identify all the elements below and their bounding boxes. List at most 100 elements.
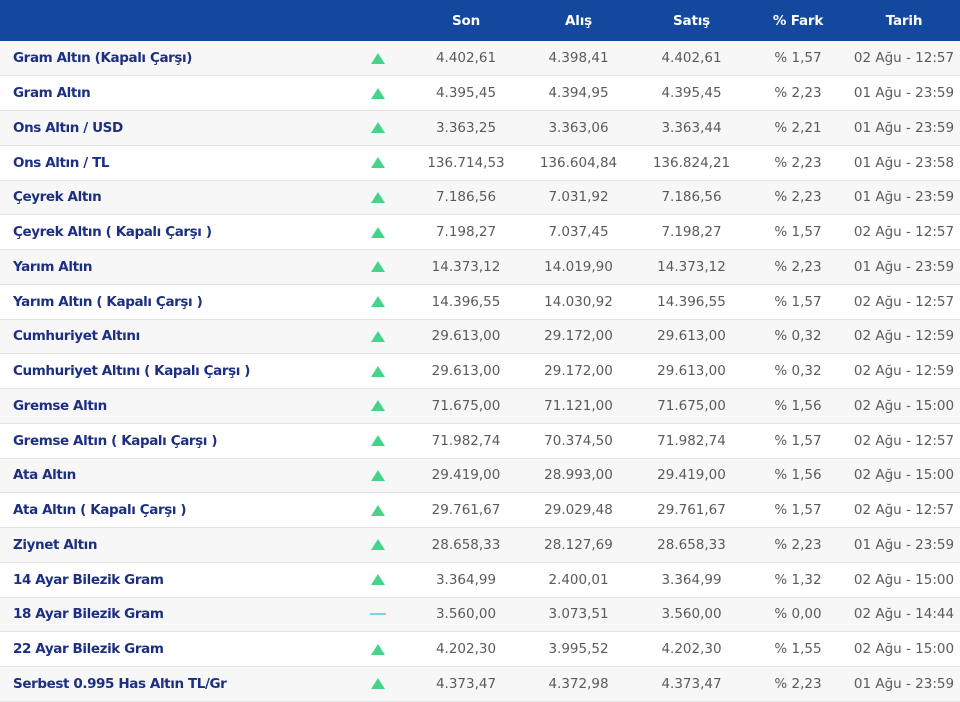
alis-value: 4.394,95 [548,85,609,102]
trend-cell [345,319,410,354]
trend-cell [345,111,410,146]
son-value: 3.364,99 [435,571,497,588]
trend-up-icon [370,469,385,481]
fark-value: % 0,00 [774,606,822,623]
fark-value: % 0,32 [774,328,822,345]
table-row[interactable]: Çeyrek Altın 7.186,56 7.031,92 7.186,56 % 2,… [0,180,960,215]
table-row[interactable]: Cumhuriyet Altını ( Kapalı Çarşı ) 29.613… [0,353,960,389]
table-row[interactable]: Ons Altın / USD 3.363,25 3.363,06 3.363,44%… [0,110,960,146]
table-row[interactable]: 22 Ayar Bilezik Gram 4.202,30 3.995,52 4.20… [0,631,960,667]
asset-name-link[interactable]: Çeyrek Altın ( Kapalı Çarşı ) [13,224,212,241]
asset-name-link[interactable]: Gram Altın [13,85,91,102]
asset-name-link[interactable]: Ata Altın ( Kapalı Çarşı ) [13,502,187,519]
asset-name-link[interactable]: Ata Altın [13,467,76,484]
fark-value: % 2,23 [774,536,822,553]
trend-cell [345,667,410,702]
fark-value: % 1,32 [774,571,822,588]
son-value: 14.373,12 [431,258,501,275]
table-row[interactable]: Ziynet Altın 28.658,33 28.127,69 28.658,33%… [0,527,960,563]
tarih-value: 02 Ağu - 12:59 [853,363,955,380]
son-value: 4.402,61 [435,50,497,67]
asset-name-link[interactable]: Çeyrek Altın [13,189,102,206]
son-value: 71.675,00 [431,397,501,414]
tarih-value: 02 Ağu - 15:00 [853,467,955,484]
table-row[interactable]: Gram Altın 4.395,45 4.394,95 4.395,45 % 2,23… [0,75,960,111]
header-son[interactable]: Son [451,12,480,29]
asset-name-link[interactable]: Yarım Altın ( Kapalı Çarşı ) [13,293,203,310]
fark-value: % 1,57 [774,432,822,449]
alis-value: 28.127,69 [544,536,613,553]
son-value: 29.613,00 [431,328,501,345]
table-row[interactable]: Gram Altın (Kapalı Çarşı) 4.402,61 4.398,4… [0,41,960,76]
table-row[interactable]: 14 Ayar Bilezik Gram 3.364,99 2.400,01 3.36… [0,562,960,597]
alis-value: 4.398,41 [548,50,609,67]
asset-name-link[interactable]: Gram Altın (Kapalı Çarşı) [13,50,193,67]
tarih-value: 01 Ağu - 23:59 [853,536,955,553]
alis-value: 7.031,92 [548,189,609,206]
table-row[interactable]: Ata Altın 29.419,00 28.993,00 29.419,00 % 1,… [0,458,960,493]
fark-value: % 0,32 [774,363,822,380]
trend-up-icon [370,296,385,308]
table-row[interactable]: Ata Altın ( Kapalı Çarşı ) 29.761,67 29.02… [0,492,960,528]
satis-value: 3.364,99 [661,571,722,588]
table-row[interactable]: 18 Ayar Bilezik Gram 3.560,00 3.073,51 3.56… [0,597,960,632]
header-satis[interactable]: Satış [673,12,710,29]
asset-name-link[interactable]: Cumhuriyet Altını ( Kapalı Çarşı ) [13,363,251,380]
header-trend [345,0,410,41]
son-value: 3.363,25 [435,119,497,136]
header-name [0,0,345,41]
asset-name-link[interactable]: 14 Ayar Bilezik Gram [13,571,164,588]
alis-value: 14.030,92 [544,293,613,310]
fark-value: % 2,23 [774,675,822,692]
asset-name-link[interactable]: Gremse Altın [13,397,107,414]
tarih-value: 02 Ağu - 14:44 [853,606,955,623]
table-body: Gram Altın (Kapalı Çarşı) 4.402,61 4.398,4… [0,41,960,702]
asset-name-link[interactable]: 18 Ayar Bilezik Gram [13,606,164,623]
table-row[interactable]: Cumhuriyet Altını 29.613,00 29.172,00 29.61… [0,319,960,354]
trend-cell [345,389,410,424]
alis-value: 3.073,51 [548,606,609,623]
table-row[interactable]: Yarım Altın 14.373,12 14.019,90 14.373,12 % … [0,249,960,285]
asset-name-link[interactable]: 22 Ayar Bilezik Gram [13,641,164,658]
alis-value: 29.029,48 [544,502,613,519]
fark-value: % 1,55 [774,641,822,658]
asset-name-link[interactable]: Ziynet Altın [13,536,98,553]
tarih-value: 02 Ağu - 12:57 [853,50,955,67]
fark-value: % 2,23 [774,85,822,102]
trend-cell [345,250,410,285]
header-alis[interactable]: Alış [565,12,592,29]
satis-value: 4.373,47 [661,675,722,692]
alis-value: 3.363,06 [548,119,609,136]
asset-name-link[interactable]: Yarım Altın [13,258,93,275]
trend-cell [345,493,410,528]
trend-cell [345,41,410,76]
fark-value: % 1,56 [774,467,822,484]
satis-value: 29.613,00 [657,328,726,345]
asset-name-link[interactable]: Ons Altın / TL [13,154,110,171]
fark-value: % 1,56 [774,397,822,414]
trend-up-icon [370,574,385,586]
son-value: 7.198,27 [435,224,497,241]
table-row[interactable]: Çeyrek Altın ( Kapalı Çarşı ) 7.198,27 7.0… [0,214,960,250]
table-row[interactable]: Yarım Altın ( Kapalı Çarşı ) 14.396,55 14.… [0,284,960,319]
asset-name-link[interactable]: Cumhuriyet Altını [13,328,140,345]
asset-name-link[interactable]: Serbest 0.995 Has Altın TL/Gr [13,675,227,692]
alis-value: 3.995,52 [548,641,609,658]
table-row[interactable]: Gremse Altın 71.675,00 71.121,00 71.675,00%… [0,388,960,424]
trend-cell [345,145,410,180]
asset-name-link[interactable]: Ons Altın / USD [13,119,123,136]
table-row[interactable]: Ons Altın / TL 136.714,53 136.604,84 136.82… [0,145,960,180]
son-value: 4.395,45 [435,85,497,102]
header-fark[interactable]: % Fark [772,12,824,29]
alis-value: 4.372,98 [548,675,609,692]
table-row[interactable]: Serbest 0.995 Has Altın TL/Gr 4.373,47 4.3… [0,666,960,702]
asset-name-link[interactable]: Gremse Altın ( Kapalı Çarşı ) [13,432,218,449]
satis-value: 71.675,00 [657,397,726,414]
trend-up-icon [370,226,385,238]
table-row[interactable]: Gremse Altın ( Kapalı Çarşı ) 71.982,74 70… [0,423,960,458]
header-tarih[interactable]: Tarih [885,12,923,29]
tarih-value: 01 Ağu - 23:59 [853,258,955,275]
son-value: 7.186,56 [435,189,497,206]
alis-value: 7.037,45 [548,224,609,241]
son-value: 29.613,00 [431,363,501,380]
